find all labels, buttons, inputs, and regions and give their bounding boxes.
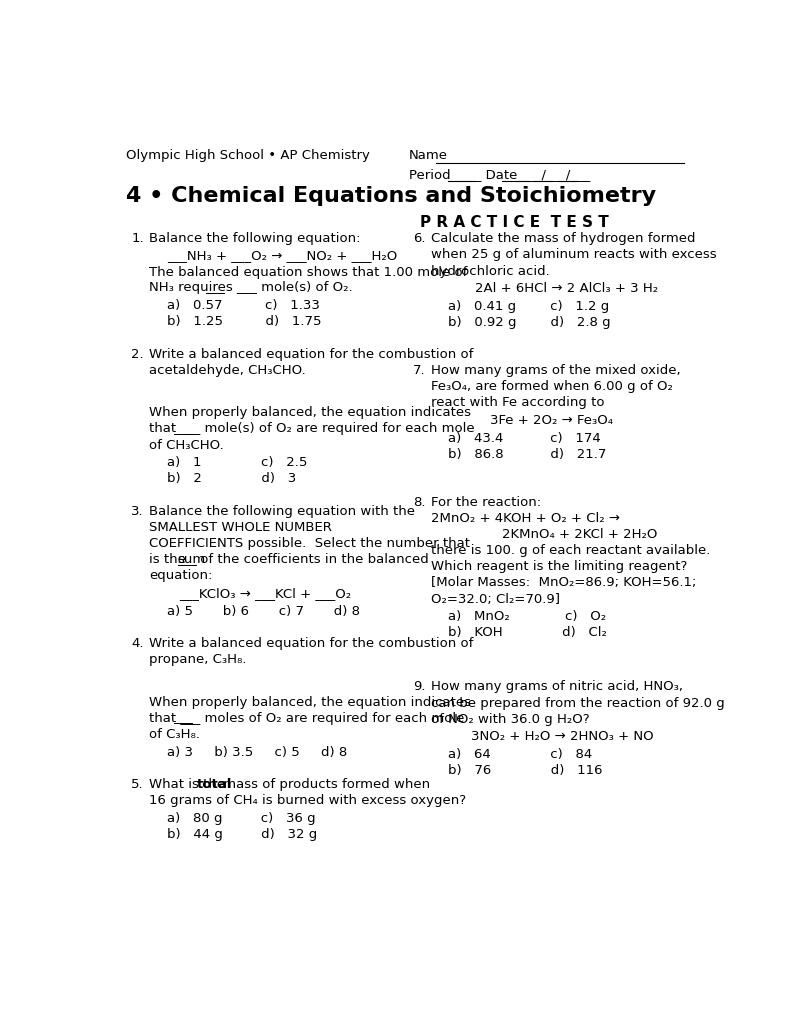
Text: Calculate the mass of hydrogen formed: Calculate the mass of hydrogen formed (430, 232, 695, 245)
Text: COEFFICIENTS possible.  Select the number that: COEFFICIENTS possible. Select the number… (149, 538, 471, 550)
Text: O₂=32.0; Cl₂=70.9]: O₂=32.0; Cl₂=70.9] (430, 593, 559, 605)
Text: 8.: 8. (413, 496, 426, 509)
Text: 2KMnO₄ + 2KCl + 2H₂O: 2KMnO₄ + 2KCl + 2H₂O (501, 528, 657, 541)
Text: 3.: 3. (131, 505, 144, 518)
Text: b)   KOH              d)   Cl₂: b) KOH d) Cl₂ (448, 627, 607, 639)
Text: 16 grams of CH₄ is burned with excess oxygen?: 16 grams of CH₄ is burned with excess ox… (149, 795, 467, 807)
Text: b)   86.8           d)   21.7: b) 86.8 d) 21.7 (448, 447, 606, 461)
Text: Write a balanced equation for the combustion of: Write a balanced equation for the combus… (149, 637, 474, 650)
Text: 1.: 1. (131, 232, 144, 245)
Text: mass of products formed when: mass of products formed when (219, 778, 430, 792)
Text: that ___ moles of O₂ are required for each mole: that ___ moles of O₂ are required for ea… (149, 712, 464, 725)
Text: b)   2              d)   3: b) 2 d) 3 (167, 472, 297, 485)
Text: propane, C₃H₈.: propane, C₃H₈. (149, 653, 247, 667)
Text: 4 • Chemical Equations and Stoichiometry: 4 • Chemical Equations and Stoichiometry (126, 186, 656, 206)
Text: ___KClO₃ → ___KCl + ___O₂: ___KClO₃ → ___KCl + ___O₂ (179, 587, 351, 600)
Text: equation:: equation: (149, 569, 213, 583)
Text: b)   44 g         d)   32 g: b) 44 g d) 32 g (167, 828, 317, 841)
Text: Balance the following equation:: Balance the following equation: (149, 232, 361, 245)
Text: b)   0.92 g        d)   2.8 g: b) 0.92 g d) 2.8 g (448, 316, 610, 329)
Text: NH₃ requires ___ mole(s) of O₂.: NH₃ requires ___ mole(s) of O₂. (149, 282, 353, 295)
Text: sum: sum (177, 553, 206, 566)
Text: Name: Name (409, 150, 448, 162)
Text: What is the: What is the (149, 778, 229, 792)
Text: 2Al + 6HCl → 2 AlCl₃ + 3 H₂: 2Al + 6HCl → 2 AlCl₃ + 3 H₂ (475, 283, 658, 295)
Text: ___NH₃ + ___O₂ → ___NO₂ + ___H₂O: ___NH₃ + ___O₂ → ___NO₂ + ___H₂O (167, 249, 397, 262)
Text: can be prepared from the reaction of 92.0 g: can be prepared from the reaction of 92.… (430, 696, 725, 710)
Text: b)   76              d)   116: b) 76 d) 116 (448, 764, 602, 777)
Text: of C₃H₈.: of C₃H₈. (149, 728, 200, 741)
Text: that ___ mole(s) of O₂ are required for each mole: that ___ mole(s) of O₂ are required for … (149, 423, 475, 435)
Text: How many grams of nitric acid, HNO₃,: How many grams of nitric acid, HNO₃, (430, 680, 683, 693)
Text: a)   0.41 g        c)   1.2 g: a) 0.41 g c) 1.2 g (448, 300, 609, 313)
Text: For the reaction:: For the reaction: (430, 496, 541, 509)
Text: P R A C T I C E  T E S T: P R A C T I C E T E S T (421, 214, 609, 229)
Text: 5.: 5. (131, 778, 144, 792)
Text: is the: is the (149, 553, 191, 566)
Text: 3Fe + 2O₂ → Fe₃O₄: 3Fe + 2O₂ → Fe₃O₄ (490, 414, 613, 427)
Text: b)   1.25          d)   1.75: b) 1.25 d) 1.75 (167, 315, 322, 329)
Text: react with Fe according to: react with Fe according to (430, 396, 604, 410)
Text: 4.: 4. (131, 637, 144, 650)
Text: The balanced equation shows that 1.00 mole of: The balanced equation shows that 1.00 mo… (149, 266, 467, 280)
Text: 2MnO₂ + 4KOH + O₂ + Cl₂ →: 2MnO₂ + 4KOH + O₂ + Cl₂ → (430, 512, 619, 524)
Text: 7.: 7. (413, 364, 426, 377)
Text: of NO₂ with 36.0 g H₂O?: of NO₂ with 36.0 g H₂O? (430, 713, 589, 726)
Text: a)   43.4           c)   174: a) 43.4 c) 174 (448, 432, 600, 444)
Text: acetaldehyde, CH₃CHO.: acetaldehyde, CH₃CHO. (149, 364, 306, 377)
Text: Period ____ Date ___/___/___: Period ____ Date ___/___/___ (409, 168, 590, 180)
Text: 9.: 9. (413, 680, 426, 693)
Text: hydrochloric acid.: hydrochloric acid. (430, 264, 549, 278)
Text: When properly balanced, the equation indicates: When properly balanced, the equation ind… (149, 695, 471, 709)
Text: of the coefficients in the balanced: of the coefficients in the balanced (196, 553, 429, 566)
Text: a) 5       b) 6       c) 7       d) 8: a) 5 b) 6 c) 7 d) 8 (167, 605, 360, 617)
Text: a) 3     b) 3.5     c) 5     d) 8: a) 3 b) 3.5 c) 5 d) 8 (167, 745, 347, 759)
Text: [Molar Masses:  MnO₂=86.9; KOH=56.1;: [Molar Masses: MnO₂=86.9; KOH=56.1; (430, 577, 696, 590)
Text: 6.: 6. (413, 232, 426, 245)
Text: 3NO₂ + H₂O → 2HNO₃ + NO: 3NO₂ + H₂O → 2HNO₃ + NO (471, 730, 653, 743)
Text: 2.: 2. (131, 348, 144, 360)
Text: When properly balanced, the equation indicates: When properly balanced, the equation ind… (149, 407, 471, 419)
Text: total: total (197, 778, 233, 792)
Text: there is 100. g of each reactant available.: there is 100. g of each reactant availab… (430, 544, 710, 557)
Text: when 25 g of aluminum reacts with excess: when 25 g of aluminum reacts with excess (430, 249, 716, 261)
Text: SMALLEST WHOLE NUMBER: SMALLEST WHOLE NUMBER (149, 521, 332, 534)
Text: Fe₃O₄, are formed when 6.00 g of O₂: Fe₃O₄, are formed when 6.00 g of O₂ (430, 380, 672, 393)
Text: a)   80 g         c)   36 g: a) 80 g c) 36 g (167, 812, 316, 825)
Text: a)   64              c)   84: a) 64 c) 84 (448, 749, 592, 761)
Text: How many grams of the mixed oxide,: How many grams of the mixed oxide, (430, 364, 680, 377)
Text: Balance the following equation with the: Balance the following equation with the (149, 505, 415, 518)
Text: a)   0.57          c)   1.33: a) 0.57 c) 1.33 (167, 299, 320, 312)
Text: Which reagent is the limiting reagent?: Which reagent is the limiting reagent? (430, 560, 687, 573)
Text: of CH₃CHO.: of CH₃CHO. (149, 438, 224, 452)
Text: a)   1              c)   2.5: a) 1 c) 2.5 (167, 457, 308, 469)
Text: Write a balanced equation for the combustion of: Write a balanced equation for the combus… (149, 348, 474, 360)
Text: a)   MnO₂             c)   O₂: a) MnO₂ c) O₂ (448, 610, 606, 624)
Text: Olympic High School • AP Chemistry: Olympic High School • AP Chemistry (126, 150, 370, 162)
